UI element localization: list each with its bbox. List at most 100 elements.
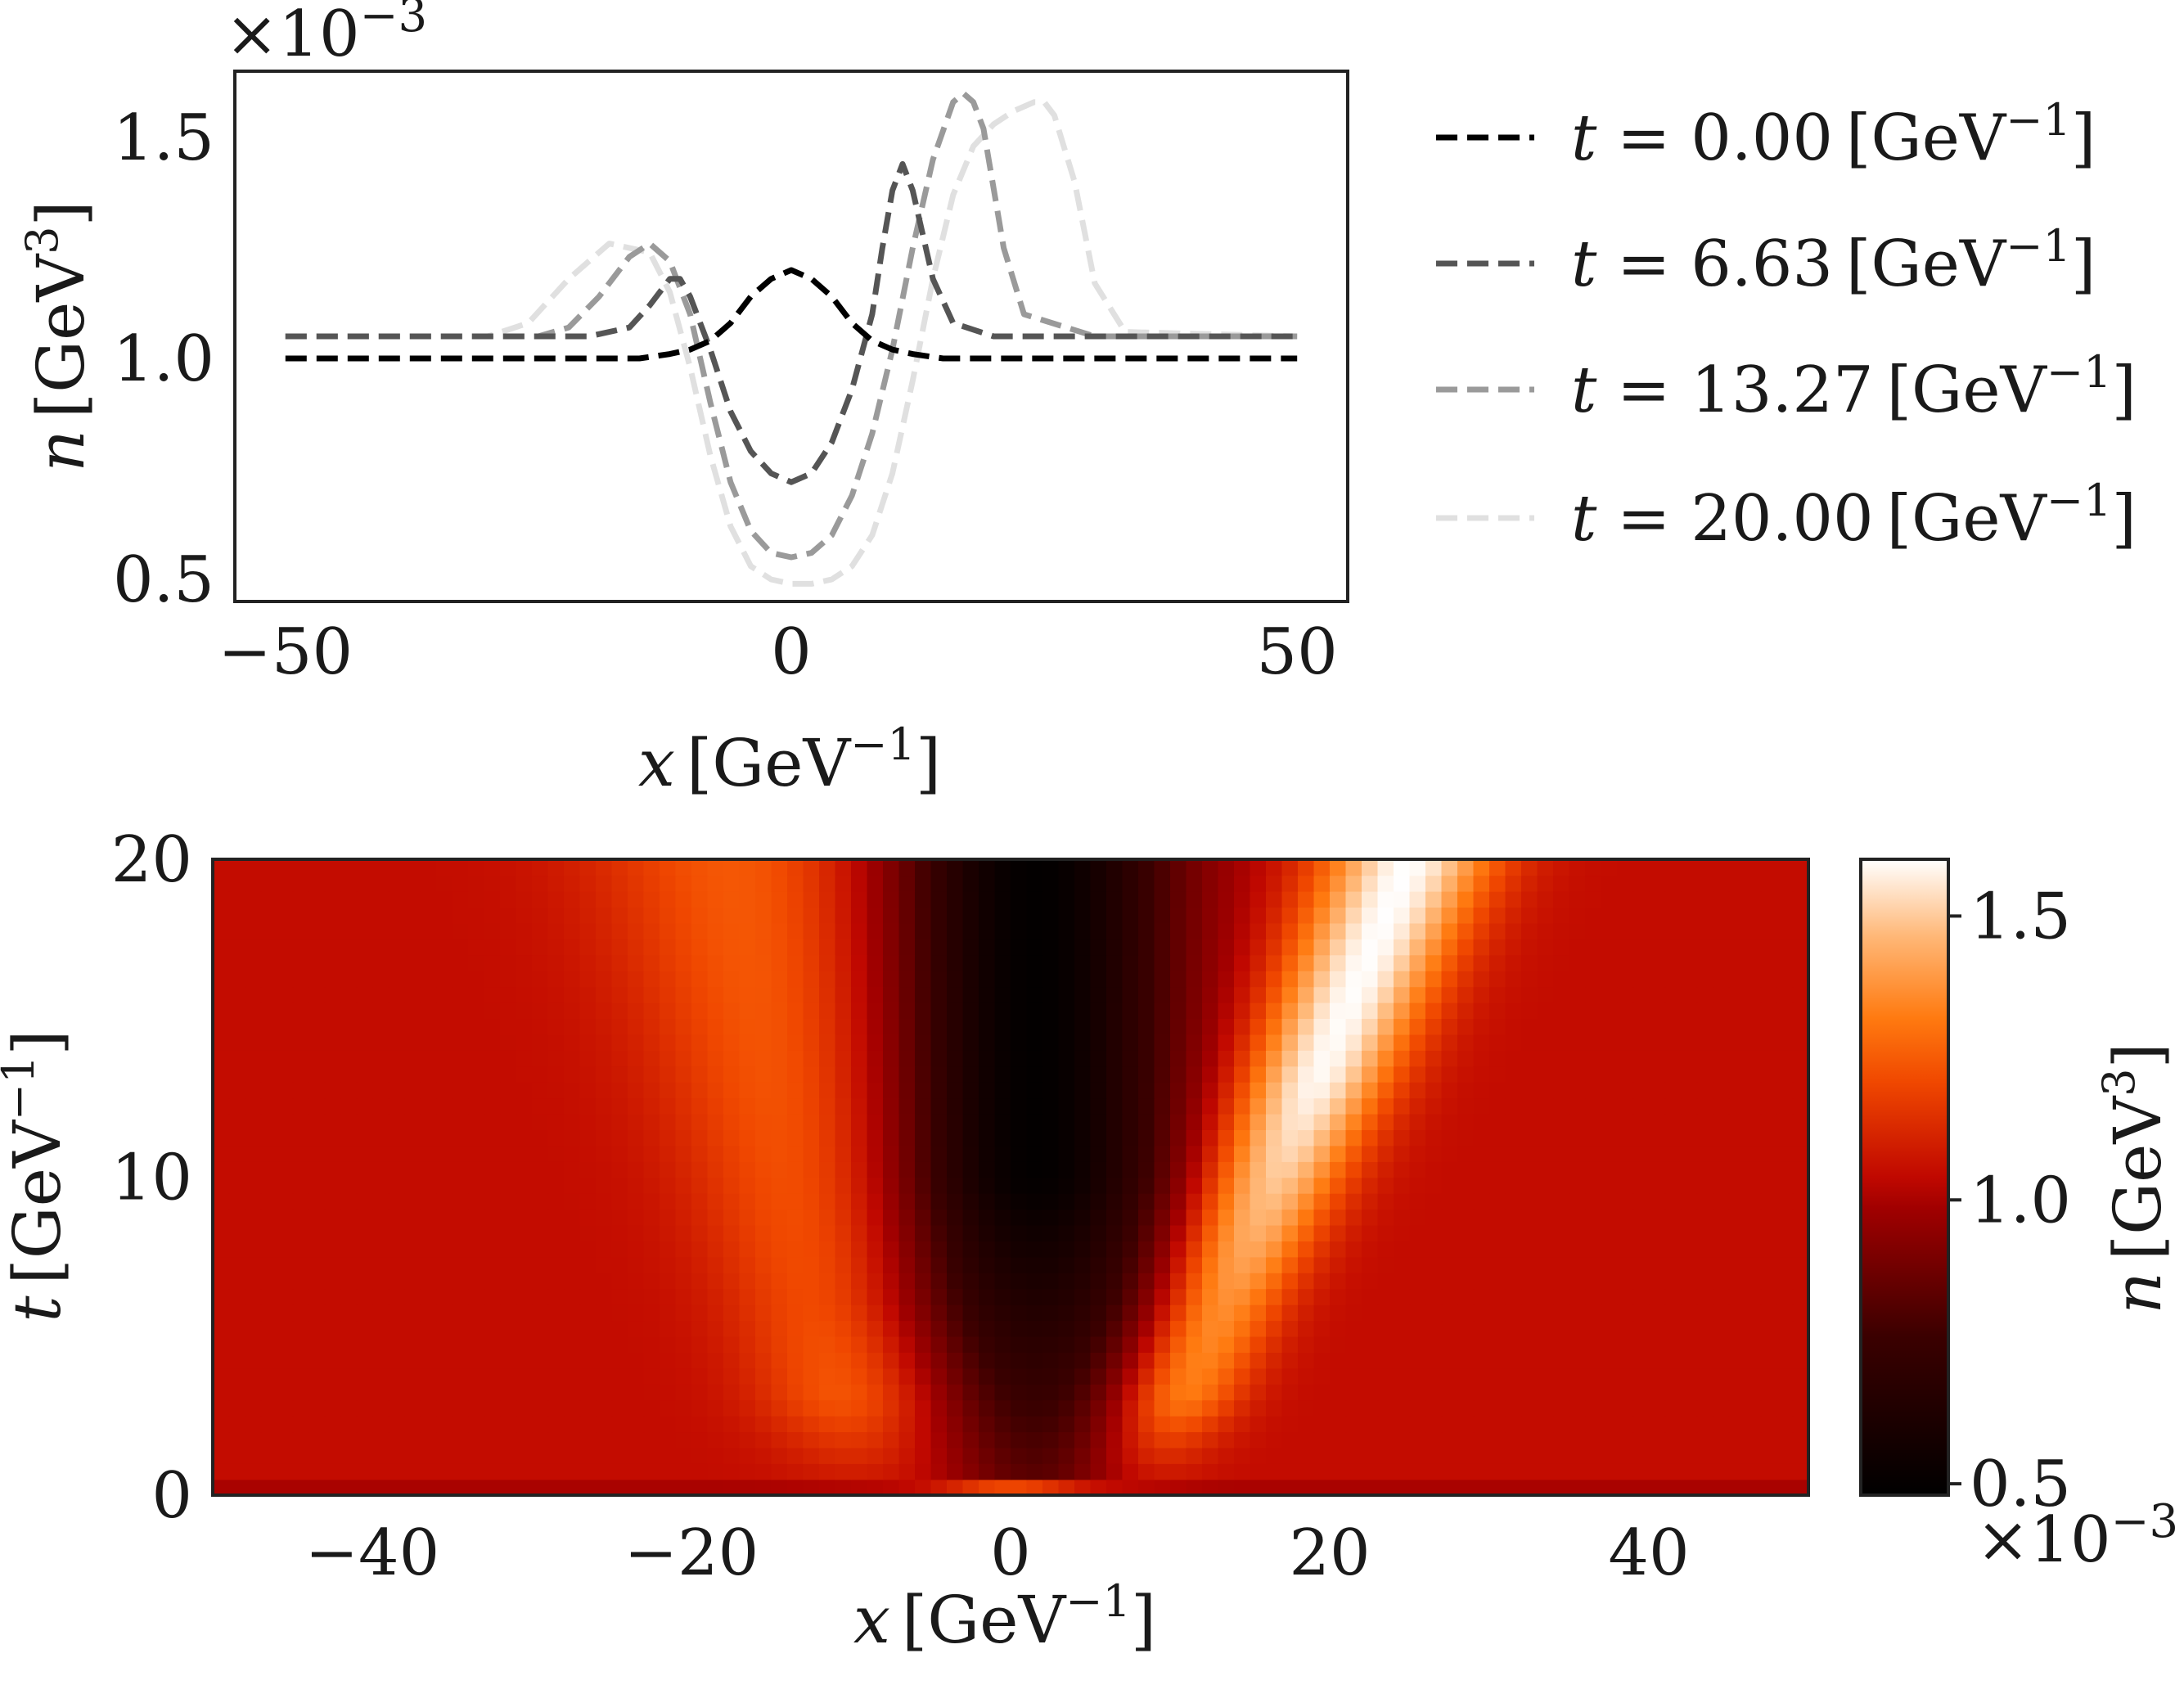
heatmap-cell	[324, 1145, 341, 1162]
heatmap-cell	[1058, 986, 1075, 1003]
heatmap-cell	[994, 1399, 1011, 1417]
heatmap-cell	[1473, 1209, 1490, 1226]
heatmap-cell	[1441, 1129, 1458, 1147]
heatmap-cell	[1362, 986, 1379, 1003]
heatmap-cell	[979, 1399, 996, 1417]
heatmap-cell	[1537, 1384, 1554, 1401]
heatmap-cell	[1154, 1050, 1171, 1067]
heatmap-cell	[1281, 1367, 1299, 1385]
heatmap-cell	[915, 890, 932, 908]
heatmap-cell	[1106, 954, 1124, 971]
heatmap-cell	[611, 1192, 628, 1210]
heatmap-cell	[1553, 907, 1570, 924]
heatmap-cell	[755, 1034, 772, 1051]
heatmap-cell	[1058, 1066, 1075, 1083]
heatmap-cell	[1026, 1320, 1043, 1337]
heatmap-cell	[277, 922, 294, 939]
heatmap-cell	[994, 1224, 1011, 1241]
heatmap-cell	[1728, 1431, 1745, 1448]
heatmap-cell	[1330, 1399, 1347, 1417]
heatmap-cell	[404, 1129, 421, 1147]
heatmap-cell	[260, 1288, 277, 1305]
heatmap-cell	[675, 971, 692, 988]
heatmap-cell	[452, 1415, 469, 1433]
heatmap-cell	[739, 986, 756, 1003]
heatmap-cell	[1569, 1463, 1586, 1480]
heatmap-cell	[1202, 1002, 1219, 1019]
heatmap-cell	[1362, 1447, 1379, 1464]
heatmap-cell	[1138, 971, 1155, 988]
heatmap-cell	[1345, 1161, 1362, 1178]
heatmap-cell	[962, 1415, 979, 1433]
heatmap-cell	[1696, 1097, 1713, 1115]
heatmap-cell	[771, 1129, 788, 1147]
heatmap-cell	[1090, 1320, 1107, 1337]
heatmap-cell	[1345, 1415, 1362, 1433]
colorbar-ticks: 0.51.01.5	[1948, 880, 2071, 1521]
heatmap-cell	[468, 1463, 485, 1480]
heatmap-cell	[1042, 1097, 1060, 1115]
heatmap-cell	[1122, 1097, 1139, 1115]
heatmap-cell	[739, 1304, 756, 1322]
heatmap-cell	[1122, 907, 1139, 924]
heatmap-cell	[867, 1113, 884, 1130]
heatmap-cell	[628, 954, 645, 971]
heatmap-cell	[994, 1352, 1011, 1369]
heatmap-cell	[356, 875, 373, 892]
heatmap-cell	[962, 1463, 979, 1480]
heatmap-cell	[1026, 1447, 1043, 1464]
heatmap-cell	[898, 1256, 916, 1273]
heatmap-cell	[579, 1192, 597, 1210]
heatmap-cell	[1202, 1479, 1219, 1496]
heatmap-cell	[213, 1304, 230, 1322]
heatmap-cell	[1441, 1161, 1458, 1178]
heatmap-cell	[1218, 1463, 1235, 1480]
heatmap-cell	[628, 1241, 645, 1258]
heatmap-cell	[292, 922, 309, 939]
heatmap-cell	[947, 971, 964, 988]
heatmap-cell	[1728, 1209, 1745, 1226]
heatmap-cell	[1664, 1288, 1682, 1305]
heatmap-cell	[213, 1367, 230, 1385]
heatmap-cell	[292, 1066, 309, 1083]
heatmap-cell	[1745, 1384, 1762, 1401]
heatmap-cell	[915, 1447, 932, 1464]
heatmap-cell	[452, 1192, 469, 1210]
heatmap-cell	[1202, 1273, 1219, 1290]
heatmap-cell	[660, 1367, 677, 1385]
heatmap-cell	[1792, 1463, 1809, 1480]
heatmap-cell	[755, 1145, 772, 1162]
heatmap-cell	[1058, 1192, 1075, 1210]
heatmap-cell	[739, 1241, 756, 1258]
heatmap-cell	[404, 1447, 421, 1464]
heatmap-cell	[1569, 939, 1586, 956]
heatmap-cell	[883, 1399, 900, 1417]
heatmap-cell	[500, 1367, 517, 1385]
heatmap-cell	[404, 1336, 421, 1353]
heatmap-cell	[420, 1224, 437, 1241]
heatmap-cell	[1377, 1050, 1394, 1067]
heatmap-cell	[851, 922, 868, 939]
heatmap-cell	[324, 1288, 341, 1305]
heatmap-cell	[436, 1002, 453, 1019]
heatmap-cell	[388, 1113, 405, 1130]
heatmap-cell	[213, 907, 230, 924]
heatmap-cell	[819, 1034, 836, 1051]
heatmap-cell	[691, 1256, 709, 1273]
heatmap-cell	[835, 1273, 852, 1290]
heatmap-cell	[1409, 1256, 1426, 1273]
heatmap-cell	[1713, 1209, 1730, 1226]
heatmap-cell	[1776, 1367, 1794, 1385]
heatmap-cell	[1154, 1018, 1171, 1035]
heatmap-cell	[245, 1177, 262, 1194]
heatmap-cell	[1457, 875, 1475, 892]
heatmap-cell	[1042, 1273, 1060, 1290]
heatmap-cell	[660, 1256, 677, 1273]
heatmap-cell	[771, 1241, 788, 1258]
heatmap-cell	[1745, 1273, 1762, 1290]
heatmap-cell	[883, 1209, 900, 1226]
heatmap-cell	[1186, 1367, 1203, 1385]
heatmap-cell	[372, 1192, 390, 1210]
heatmap-cell	[611, 1224, 628, 1241]
heatmap-cell	[1537, 1399, 1554, 1417]
